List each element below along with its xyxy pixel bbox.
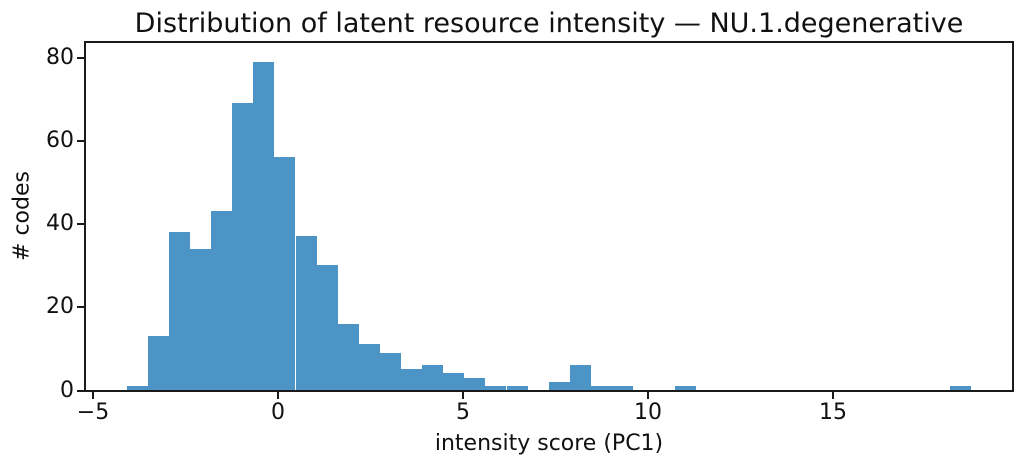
histogram-bar bbox=[569, 365, 591, 390]
y-tick-label: 0 bbox=[60, 377, 74, 403]
histogram-bar bbox=[295, 236, 317, 390]
histogram-bar bbox=[506, 385, 528, 390]
histogram-bar bbox=[358, 344, 380, 390]
histogram-bar bbox=[168, 232, 190, 390]
histogram-bar bbox=[464, 377, 486, 390]
y-tick-label: 40 bbox=[46, 211, 74, 237]
x-tick-mark bbox=[92, 392, 94, 399]
y-tick-label: 60 bbox=[46, 128, 74, 154]
x-tick-mark bbox=[277, 392, 279, 399]
axes-frame bbox=[84, 41, 1014, 392]
y-tick-mark bbox=[77, 389, 84, 392]
histogram-bar bbox=[379, 352, 401, 390]
y-tick-label: 20 bbox=[46, 294, 74, 320]
histogram-bar bbox=[422, 365, 444, 390]
x-tick-mark bbox=[462, 392, 464, 399]
histogram-bar bbox=[485, 385, 507, 390]
histogram-bar bbox=[548, 381, 570, 390]
histogram-bar bbox=[147, 336, 169, 390]
histogram-bar bbox=[274, 157, 296, 390]
y-tick-mark bbox=[77, 306, 84, 309]
chart-title: Distribution of latent resource intensit… bbox=[134, 8, 964, 39]
histogram-bar bbox=[190, 248, 212, 390]
x-tick-mark bbox=[832, 392, 834, 399]
histogram-bar bbox=[316, 265, 338, 391]
x-tick-label: 5 bbox=[456, 400, 470, 425]
histogram-bar bbox=[126, 385, 148, 390]
histogram-bar bbox=[337, 323, 359, 390]
x-tick-label: −5 bbox=[76, 400, 110, 425]
x-tick-label: 0 bbox=[271, 400, 285, 425]
x-tick-label: 10 bbox=[634, 400, 662, 425]
y-tick-mark bbox=[77, 223, 84, 226]
histogram-bar bbox=[590, 385, 612, 390]
histogram-bar bbox=[211, 211, 233, 390]
y-tick-mark bbox=[77, 140, 84, 143]
histogram-bar bbox=[401, 369, 423, 390]
y-tick-label: 80 bbox=[46, 45, 74, 71]
histogram-bar bbox=[232, 103, 254, 390]
histogram-bar bbox=[253, 61, 275, 390]
x-tick-mark bbox=[647, 392, 649, 399]
histogram-bar bbox=[949, 385, 971, 390]
x-tick-label: 15 bbox=[819, 400, 847, 425]
histogram-bar bbox=[612, 385, 634, 390]
y-tick-mark bbox=[77, 57, 84, 60]
histogram-bar bbox=[675, 385, 697, 390]
histogram-bar bbox=[443, 373, 465, 390]
x-axis-label: intensity score (PC1) bbox=[434, 431, 664, 456]
